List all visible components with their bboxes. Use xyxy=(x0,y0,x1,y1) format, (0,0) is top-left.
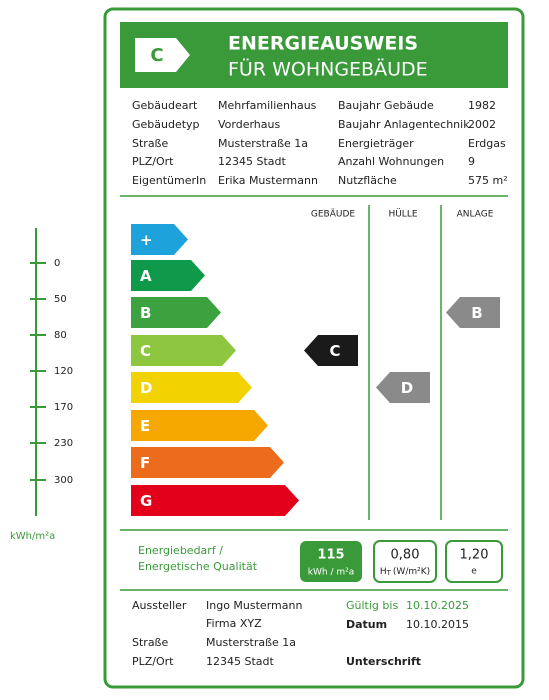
scale-label: 80 xyxy=(54,330,67,341)
scale-label: 0 xyxy=(54,258,60,269)
class-arrow xyxy=(131,224,188,255)
info-label: Gebäudeart xyxy=(132,99,198,112)
info-value: 12345 Stadt xyxy=(218,155,287,168)
rating-label: C xyxy=(329,342,340,360)
info-label: Baujahr Anlagentechnik xyxy=(338,118,470,131)
demand-unit: kWh / m²a xyxy=(308,568,354,578)
class-label: + xyxy=(140,231,153,249)
rating-arrow xyxy=(304,335,358,366)
info-value: Erdgas xyxy=(468,137,506,150)
class-arrow xyxy=(131,447,284,478)
info-value: 2002 xyxy=(468,118,496,131)
header-badge xyxy=(135,38,190,72)
quality-label: Energiebedarf / xyxy=(138,544,223,557)
header-subtitle: FÜR WOHNGEBÄUDE xyxy=(228,58,428,81)
ht-unit-text: (W/m²K) xyxy=(393,567,430,577)
city: 12345 Stadt xyxy=(206,655,275,668)
date: 10.10.2015 xyxy=(406,618,469,631)
header-title: ENERGIEAUSWEIS xyxy=(228,33,418,55)
date-label: Datum xyxy=(346,618,387,631)
info-value: Vorderhaus xyxy=(218,118,280,131)
class-arrow xyxy=(131,372,252,403)
class-arrow xyxy=(131,260,205,291)
valid-label: Gültig bis xyxy=(346,599,398,612)
class-label: F xyxy=(140,454,150,472)
class-arrow xyxy=(131,335,236,366)
info-value: Mehrfamilienhaus xyxy=(218,99,317,112)
city-label: PLZ/Ort xyxy=(132,655,174,668)
signature-label: Unterschrift xyxy=(346,655,421,668)
info-value: 9 xyxy=(468,155,475,168)
info-label: PLZ/Ort xyxy=(132,155,174,168)
quality-label: Energetische Qualität xyxy=(138,560,258,573)
column-header: ANLAGE xyxy=(457,210,494,220)
column-header: HÜLLE xyxy=(388,209,417,220)
header-badge-label: C xyxy=(150,45,163,66)
info-value: Erika Mustermann xyxy=(218,174,318,187)
demand-box xyxy=(300,541,362,582)
issuer-label: Aussteller xyxy=(132,599,187,612)
class-label: D xyxy=(140,379,152,397)
info-label: Nutzfläche xyxy=(338,174,397,187)
info-value: Musterstraße 1a xyxy=(218,137,308,150)
scale-unit: kWh/m²a xyxy=(10,531,55,542)
class-label: B xyxy=(140,304,151,322)
class-label: E xyxy=(140,417,150,435)
scale-label: 300 xyxy=(54,475,73,486)
class-label: C xyxy=(140,342,151,360)
ht-sub: T xyxy=(386,569,392,577)
rating-label: B xyxy=(471,304,482,322)
demand-value: 115 xyxy=(317,548,344,563)
class-label: A xyxy=(140,267,152,285)
info-label: Anzahl Wohnungen xyxy=(338,155,444,168)
street: Musterstraße 1a xyxy=(206,636,296,649)
info-label: Straße xyxy=(132,137,168,150)
issuer-name: Ingo Mustermann xyxy=(206,599,302,612)
street-label: Straße xyxy=(132,636,168,649)
info-value: 575 m² xyxy=(468,174,508,187)
info-value: 1982 xyxy=(468,99,496,112)
e-box xyxy=(445,540,503,583)
class-arrow xyxy=(131,297,221,328)
e-unit: e xyxy=(471,567,477,577)
scale-label: 120 xyxy=(54,366,73,377)
ht-symbol: H xyxy=(380,567,387,577)
e-value: 1,20 xyxy=(460,548,489,563)
rating-label: D xyxy=(401,379,413,397)
info-label: Energieträger xyxy=(338,137,414,150)
scale-label: 170 xyxy=(54,402,73,413)
rating-arrow xyxy=(446,297,500,328)
ht-box xyxy=(373,540,437,583)
class-arrow xyxy=(131,485,299,516)
valid-date: 10.10.2025 xyxy=(406,599,469,612)
rating-arrow xyxy=(376,372,430,403)
column-header: GEBÄUDE xyxy=(311,209,356,220)
class-arrow xyxy=(131,410,268,441)
info-label: Baujahr Gebäude xyxy=(338,99,434,112)
class-label: G xyxy=(140,492,152,510)
ht-value: 0,80 xyxy=(391,548,420,563)
scale-label: 230 xyxy=(54,438,73,449)
scale-label: 50 xyxy=(54,294,67,305)
info-label: Gebäudetyp xyxy=(132,118,200,131)
ht-unit: HT (W/m²K) xyxy=(380,567,430,578)
info-label: EigentümerIn xyxy=(132,174,206,187)
issuer-company: Firma XYZ xyxy=(206,617,262,630)
